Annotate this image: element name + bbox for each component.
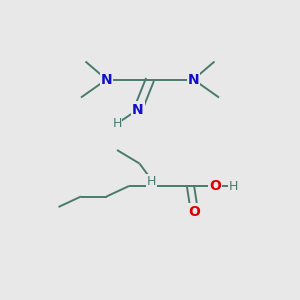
Text: O: O xyxy=(188,205,200,218)
Text: N: N xyxy=(188,73,199,86)
Text: N: N xyxy=(132,103,144,116)
Text: H: H xyxy=(147,175,156,188)
Text: H: H xyxy=(229,179,238,193)
Text: O: O xyxy=(209,179,221,193)
Text: N: N xyxy=(101,73,112,86)
Text: H: H xyxy=(112,117,122,130)
